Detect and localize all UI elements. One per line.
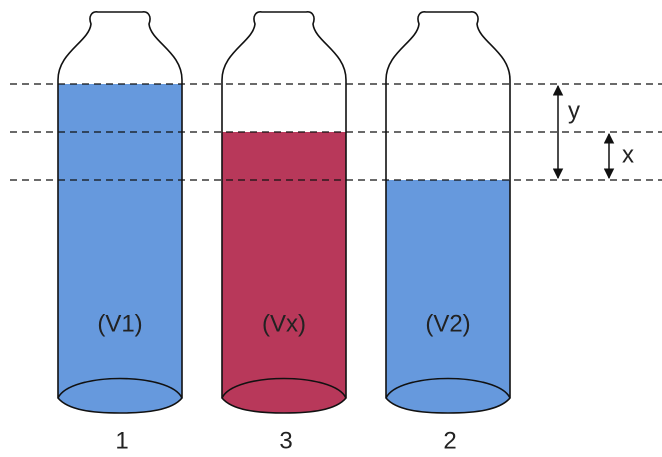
x-label: x (622, 141, 634, 168)
y-label: y (568, 97, 580, 124)
vial-number: 1 (115, 427, 128, 454)
vial: (V2) 2 (386, 12, 510, 454)
vial-number: 2 (443, 427, 456, 454)
vial-label: (Vx) (262, 310, 306, 337)
vial-label: (V1) (97, 310, 142, 337)
page: (V1)1(Vx)3(V2)2 y x (() => { const data … (0, 0, 662, 457)
vial: (Vx) 3 (222, 12, 346, 454)
vial-number: 3 (279, 427, 292, 454)
vial-label: (V2) (425, 310, 470, 337)
vial: (V1) 1 (58, 12, 182, 454)
liquid (222, 132, 346, 420)
vials: (V1) 1 (Vx) 3 (V2) 2 (58, 12, 510, 454)
diagram: (V1) 1 (Vx) 3 (V2) 2 y x (0, 0, 662, 457)
liquid (58, 84, 182, 420)
